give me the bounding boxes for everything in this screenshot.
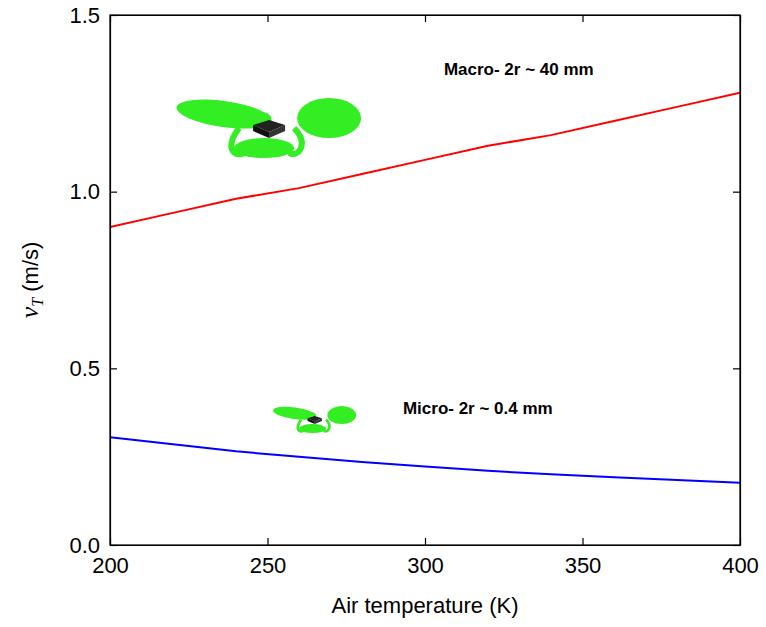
tick-label: 400	[722, 553, 759, 578]
tick	[733, 545, 740, 546]
illustration-macro	[175, 95, 361, 159]
axis-line	[740, 16, 741, 546]
tick-mark	[110, 15, 117, 16]
tick-mark	[110, 192, 117, 193]
illustration-micro	[272, 404, 356, 433]
y-axis-right	[733, 16, 741, 546]
line-macro	[110, 93, 740, 227]
tick-mark	[110, 545, 117, 546]
x-axis-top	[111, 15, 741, 22]
lines	[110, 93, 740, 483]
tick-mark	[425, 538, 426, 545]
tick-mark	[733, 15, 740, 16]
tick-mark	[733, 545, 740, 546]
tick-mark	[267, 538, 268, 545]
tick-mark	[110, 368, 117, 369]
chart: 2002503003504000.00.51.01.5Macro- 2r ~ 4…	[0, 0, 766, 627]
tick	[583, 15, 584, 22]
frame	[110, 15, 740, 545]
tick-label: 0.5	[69, 356, 100, 381]
plot: 2002503003504000.00.51.01.5Macro- 2r ~ 4…	[69, 3, 758, 578]
tick: 300	[407, 538, 444, 578]
tick	[425, 15, 426, 22]
axis-line	[111, 545, 741, 546]
tick-mark	[425, 15, 426, 22]
tick-label: 300	[407, 553, 444, 578]
tick: 250	[250, 538, 287, 578]
tick-label: 1.0	[69, 179, 100, 204]
tick	[268, 15, 269, 22]
tick: 350	[565, 538, 602, 578]
tick	[733, 368, 740, 369]
tick-mark	[582, 538, 583, 545]
tick: 1.5	[69, 3, 117, 28]
tick-label: 1.5	[69, 3, 100, 28]
tick	[733, 192, 740, 193]
tick-label: 0.0	[69, 533, 100, 558]
tick-label: 350	[565, 553, 602, 578]
annotation: Micro- 2r ~ 0.4 mm	[403, 399, 553, 418]
tick-mark	[582, 15, 583, 22]
x-axis: 200250300350400	[92, 538, 759, 578]
axis-line	[110, 16, 111, 546]
tick-label: 250	[250, 553, 287, 578]
x-axis-title: Air temperature (K)	[331, 593, 518, 618]
line-micro	[110, 437, 740, 483]
tick: 1.0	[69, 179, 117, 204]
annotation: Macro- 2r ~ 40 mm	[444, 60, 594, 79]
tick-mark	[733, 192, 740, 193]
y-axis: 0.0 0.5 1.0 1.5	[69, 3, 117, 558]
tick-mark	[267, 15, 268, 22]
tick: 0.0	[69, 533, 117, 558]
tick-mark	[733, 368, 740, 369]
y-axis-title: vT (m/s)	[15, 242, 46, 319]
tick: 0.5	[69, 356, 117, 381]
tick	[733, 15, 740, 16]
